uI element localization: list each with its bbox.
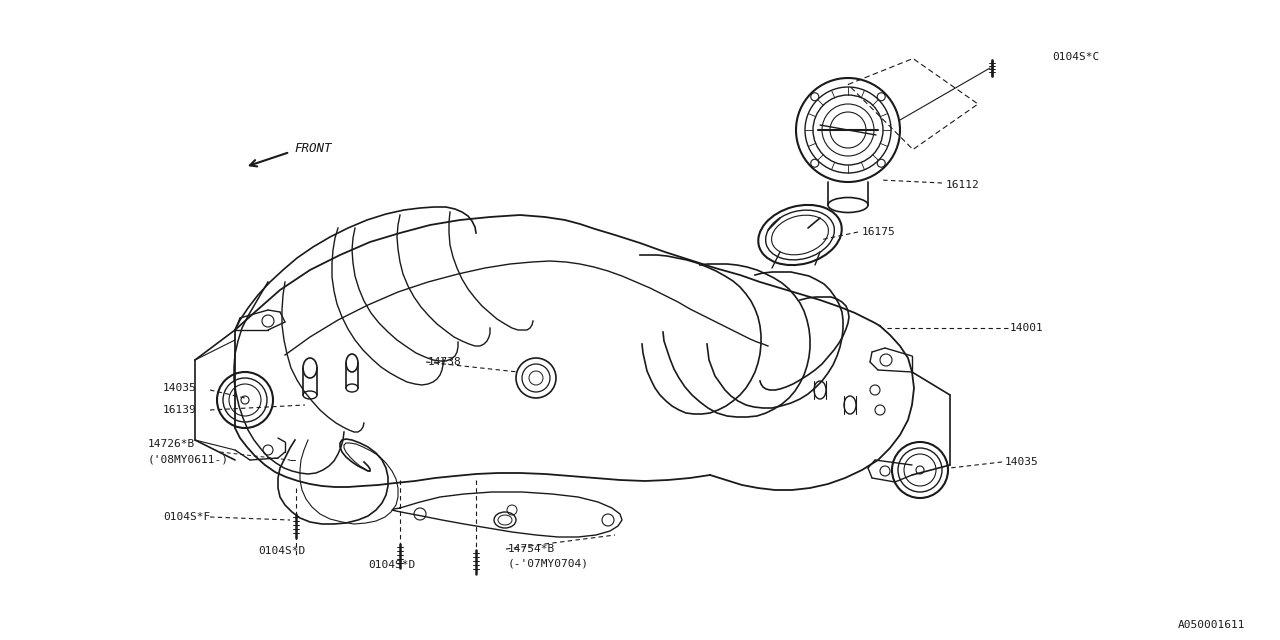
Text: 0104S*D: 0104S*D: [369, 560, 415, 570]
Text: 0104S*D: 0104S*D: [259, 546, 305, 556]
Text: 16112: 16112: [946, 180, 979, 190]
Text: 14726*B: 14726*B: [148, 439, 196, 449]
Text: 16175: 16175: [861, 227, 896, 237]
Text: (-'07MY0704): (-'07MY0704): [508, 559, 589, 569]
Text: A050001611: A050001611: [1178, 620, 1245, 630]
Text: 14738: 14738: [428, 357, 462, 367]
Text: 14001: 14001: [1010, 323, 1043, 333]
Text: 0104S*C: 0104S*C: [1052, 52, 1100, 62]
Text: 14035: 14035: [1005, 457, 1039, 467]
Text: ('08MY0611-): ('08MY0611-): [148, 454, 229, 464]
Text: 16139: 16139: [163, 405, 197, 415]
Text: FRONT: FRONT: [294, 141, 332, 154]
Text: 14035: 14035: [163, 383, 197, 393]
Text: 14754*B: 14754*B: [508, 544, 556, 554]
Text: 0104S*F: 0104S*F: [163, 512, 210, 522]
